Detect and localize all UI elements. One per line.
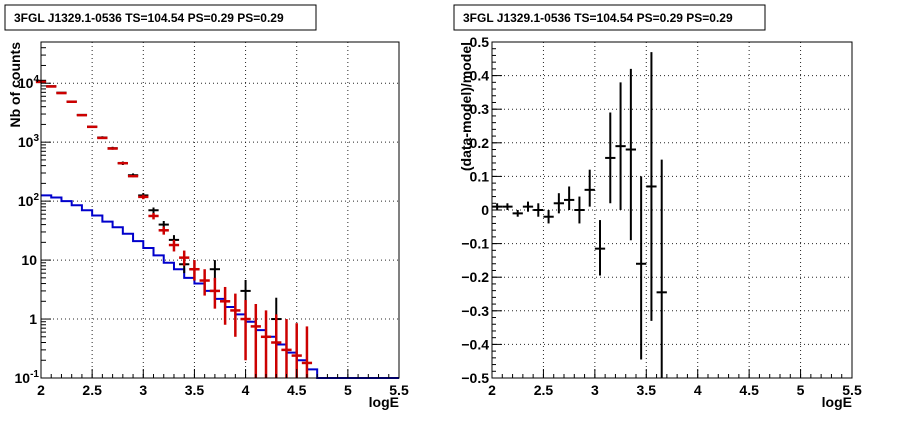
residual-y-tick-label: −0.2	[461, 269, 489, 285]
counts-axis-ticks	[40, 41, 400, 379]
residual-y-tick-label: 0.4	[470, 68, 490, 84]
model-point	[168, 239, 180, 252]
residual-y-tick-label: 0.5	[470, 34, 490, 50]
counts-y-tick-label: 102	[18, 192, 40, 209]
model-point	[271, 314, 282, 378]
counts-grid	[41, 42, 399, 378]
counts-x-tick-label: 4.5	[287, 382, 307, 398]
residual-x-tick-label: 4.5	[739, 382, 759, 398]
residual-point	[564, 186, 575, 210]
residual-point	[502, 203, 513, 210]
residual-y-tick-label: −0.4	[461, 336, 489, 352]
residual-point	[522, 201, 534, 212]
residual-point	[636, 176, 647, 360]
model-point	[220, 286, 231, 325]
residual-axis-ticks	[491, 41, 853, 379]
counts-title-frame	[4, 4, 317, 31]
residual-x-tick-label: 3.5	[637, 382, 657, 398]
counts-y-tick-label: 10-1	[15, 369, 40, 386]
residual-y-tick-label: −0.5	[461, 370, 489, 386]
model-point	[301, 326, 313, 378]
residual-y-axis-title: (data-model)/model	[458, 42, 474, 171]
counts-x-tick-label: 5	[344, 382, 352, 398]
data-point	[209, 260, 220, 282]
residual-point	[594, 220, 606, 276]
residual-point	[646, 52, 657, 321]
counts-plot-area	[35, 79, 399, 379]
data-point	[148, 207, 159, 214]
residual-x-tick-label: 2	[488, 382, 496, 398]
residual-point	[492, 203, 503, 210]
residual-chart-title: 3FGL J1329.1-0536 TS=104.54 PS=0.29 PS=0…	[463, 11, 733, 25]
model-point	[291, 323, 302, 378]
model-point	[240, 300, 251, 361]
counts-y-tick-label: 103	[18, 133, 40, 150]
residual-point	[656, 159, 667, 378]
residual-point	[574, 196, 585, 224]
model-point	[199, 269, 210, 296]
counts-y-axis-title: Nb of counts	[7, 42, 23, 128]
residual-x-tick-label: 4	[694, 382, 702, 398]
model-point	[230, 293, 241, 337]
counts-x-axis-title: logE	[369, 394, 399, 410]
residual-point	[553, 193, 564, 214]
counts-x-tick-label: 3	[139, 382, 147, 398]
residual-y-tick-label: −0.3	[461, 303, 489, 319]
counts-y-tick-label: 10	[21, 252, 37, 268]
residual-x-tick-label: 3	[591, 382, 599, 398]
residual-y-tick-label: 0.1	[470, 168, 490, 184]
residual-point	[625, 68, 636, 241]
residual-title-box: 3FGL J1329.1-0536 TS=104.54 PS=0.29 PS=0…	[453, 4, 766, 31]
counts-x-tick-label: 2	[37, 382, 45, 398]
residual-panel: 2 2.5 3 3.5 4 4.5 5 5.5 −0.5 −0.4 −0.3 −0.2 −0.1 0 0.1…	[453, 4, 862, 410]
residual-y-tick-label: 0.3	[470, 101, 490, 117]
counts-title-box: 3FGL J1329.1-0536 TS=104.54 PS=0.29 PS=0…	[4, 4, 317, 31]
counts-x-tick-label: 4	[242, 382, 250, 398]
model-point	[250, 303, 261, 378]
counts-panel: 2 2.5 3 3.5 4 4.5 5 5.5 10-1 1 10 102 103 104 logE Nb…	[4, 4, 409, 410]
residual-point	[543, 210, 554, 224]
model-point	[189, 260, 200, 281]
model-point	[158, 226, 169, 235]
residual-point	[605, 112, 616, 204]
counts-x-tick-label: 3.5	[185, 382, 205, 398]
residual-point	[615, 82, 626, 210]
residual-x-tick-label: 5	[797, 382, 805, 398]
residual-y-tick-label: 0.2	[470, 135, 490, 151]
model-point	[148, 212, 159, 220]
residual-y-tick-label: 0	[481, 202, 489, 218]
counts-y-tick-label: 104	[18, 74, 40, 91]
residual-x-axis-title: logE	[822, 394, 852, 410]
model-point	[281, 319, 292, 378]
residual-title-frame	[453, 4, 766, 31]
model-point	[138, 194, 149, 200]
residual-tick-labels: 2 2.5 3 3.5 4 4.5 5 5.5 −0.5 −0.4 −0.3 −0.2 −0.1 0 0.1…	[461, 34, 862, 398]
residual-point	[584, 169, 595, 207]
counts-x-tick-label: 2.5	[82, 382, 102, 398]
residual-point	[512, 210, 523, 217]
model-point	[179, 250, 190, 266]
model-point	[260, 310, 272, 378]
residual-x-tick-label: 2.5	[534, 382, 554, 398]
residual-y-tick-label: −0.1	[461, 236, 489, 252]
residual-grid	[492, 42, 852, 378]
residual-x-tick-label: 5.5	[842, 382, 862, 398]
counts-y-tick-label: 1	[29, 311, 37, 327]
counts-chart-title: 3FGL J1329.1-0536 TS=104.54 PS=0.29 PS=0…	[14, 11, 284, 25]
counts-tick-labels: 2 2.5 3 3.5 4 4.5 5 5.5 10-1 1 10 102 103 104	[15, 74, 409, 398]
counts-x-tick-label: 5.5	[389, 382, 409, 398]
model-point	[209, 277, 220, 309]
residual-plot-area	[492, 52, 667, 378]
residual-point	[533, 203, 544, 217]
